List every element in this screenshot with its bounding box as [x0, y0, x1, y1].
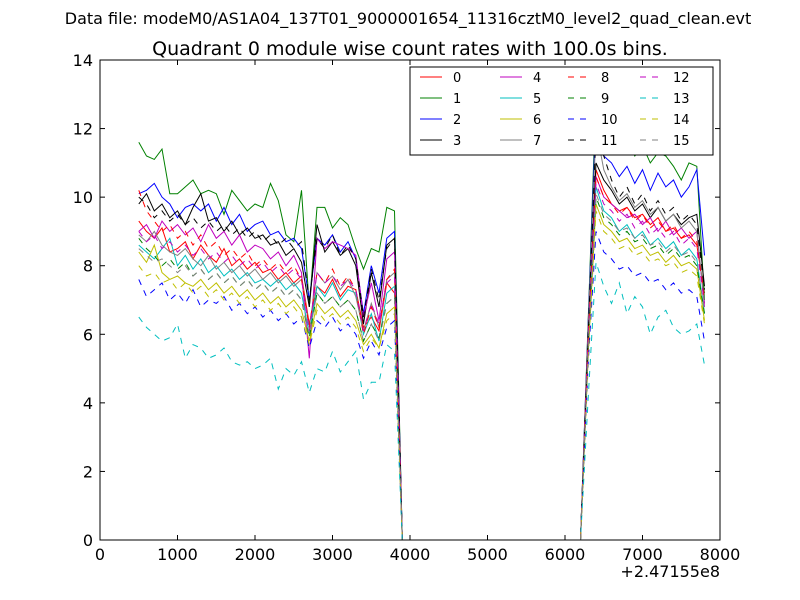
series-line-14: [138, 210, 705, 540]
x-tick-label: 2000: [235, 545, 276, 564]
legend-label-12: 12: [673, 71, 690, 86]
legend-label-4: 4: [533, 71, 541, 86]
series-line-11: [138, 131, 705, 540]
x-tick-label: 3000: [312, 545, 353, 564]
series-line-1: [138, 93, 705, 540]
legend-label-3: 3: [453, 134, 461, 149]
x-tick-label: 5000: [467, 545, 508, 564]
series-line-13: [138, 262, 705, 540]
series-line-4: [138, 176, 705, 540]
legend-label-14: 14: [673, 113, 690, 128]
y-tick-label: 0: [83, 531, 93, 550]
series-line-12: [138, 183, 705, 540]
series-line-0: [138, 169, 705, 540]
series-line-9: [138, 196, 705, 540]
legend-label-1: 1: [453, 92, 461, 107]
y-tick-label: 4: [83, 394, 93, 413]
x-tick-label: 8000: [700, 545, 741, 564]
y-tick-label: 8: [83, 257, 93, 276]
legend-label-6: 6: [533, 113, 541, 128]
legend-label-5: 5: [533, 92, 541, 107]
series-line-8: [138, 176, 705, 540]
chart-supertitle: Data file: modeM0/AS1A04_137T01_90000016…: [65, 9, 751, 29]
legend-label-2: 2: [453, 113, 461, 128]
x-tick-label: 1000: [157, 545, 198, 564]
y-tick-label: 2: [83, 462, 93, 481]
legend-label-0: 0: [453, 71, 461, 86]
legend-label-9: 9: [601, 92, 609, 107]
x-axis-offset-label: +2.47155e8: [620, 562, 720, 581]
y-tick-label: 10: [73, 188, 93, 207]
series-line-2: [138, 111, 705, 540]
series-line-10: [138, 231, 705, 540]
legend-label-7: 7: [533, 134, 541, 149]
x-tick-label: 6000: [545, 545, 586, 564]
y-tick-label: 12: [73, 120, 93, 139]
series-line-3: [138, 162, 705, 540]
plot-lines-group: [138, 93, 705, 540]
legend-label-10: 10: [601, 113, 618, 128]
x-axis-ticks: 0 1000 2000 3000 4000 5000 6000 7000 8000: [95, 60, 740, 564]
legend-label-13: 13: [673, 92, 690, 107]
legend-box: [409, 66, 714, 156]
series-line-7: [138, 128, 705, 540]
legend-label-8: 8: [601, 71, 609, 86]
x-tick-label: 4000: [390, 545, 431, 564]
series-line-15: [138, 193, 705, 540]
legend-label-11: 11: [601, 134, 618, 149]
x-tick-label: 0: [95, 545, 105, 564]
series-line-5: [138, 186, 705, 540]
chart-title: Quadrant 0 module wise count rates with …: [152, 38, 668, 60]
x-tick-label: 7000: [622, 545, 663, 564]
series-line-6: [138, 203, 705, 540]
y-tick-label: 6: [83, 325, 93, 344]
legend-label-15: 15: [673, 134, 690, 149]
y-tick-label: 14: [73, 51, 93, 70]
